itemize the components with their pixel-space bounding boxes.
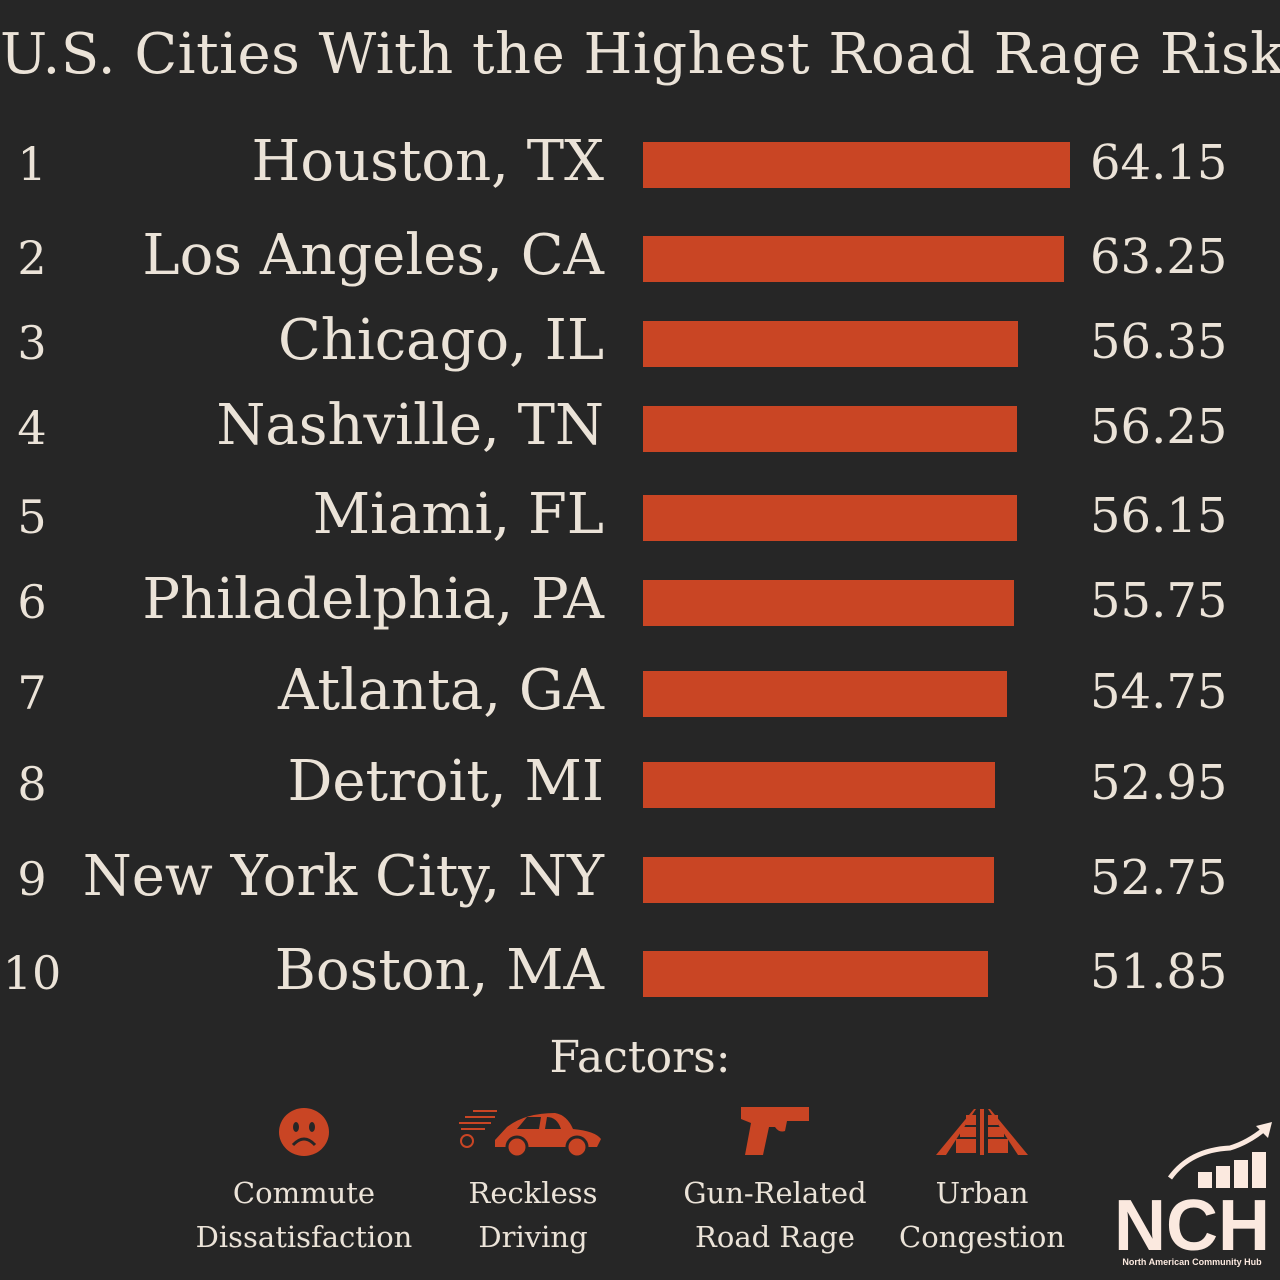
rank-label: 7 <box>17 666 47 720</box>
bar <box>643 142 1070 188</box>
factor-gun: Gun-Related Road Rage <box>660 1105 890 1259</box>
rank-label: 9 <box>17 852 47 906</box>
bar <box>643 857 995 903</box>
rank-label: 4 <box>17 401 47 455</box>
handgun-icon <box>741 1107 809 1155</box>
factor-congestion: Urban Congestion <box>867 1105 1097 1259</box>
bar <box>643 321 1019 367</box>
factor-label: Commute <box>232 1176 376 1210</box>
sad-face-icon <box>279 1108 329 1156</box>
bar <box>643 580 1015 626</box>
factor-commute: Commute Dissatisfaction <box>189 1105 419 1259</box>
rank-label: 8 <box>17 757 47 811</box>
logo-graphic: NCH North American Community Hub <box>1114 1122 1272 1267</box>
value-label: 52.75 <box>1090 850 1228 906</box>
rank-label: 5 <box>17 490 47 544</box>
rank-label: 3 <box>17 316 47 370</box>
value-label: 52.95 <box>1090 755 1228 811</box>
nch-logo: NCH North American Community Hub <box>1110 1120 1275 1270</box>
factor-label: Road Rage <box>695 1220 855 1254</box>
rank-label: 10 <box>2 946 62 1000</box>
value-label: 55.75 <box>1090 573 1228 629</box>
category-label: Miami, FL <box>312 482 604 547</box>
bar <box>643 671 1008 717</box>
value-label: 56.15 <box>1090 488 1228 544</box>
factor-label: Driving <box>478 1220 588 1254</box>
category-label: Los Angeles, CA <box>142 223 604 288</box>
traffic-jam-icon <box>936 1109 1028 1155</box>
rank-label: 6 <box>17 575 47 629</box>
category-label: New York City, NY <box>82 844 604 909</box>
factor-label: Congestion <box>899 1220 1065 1254</box>
logo-text: NCH <box>1114 1186 1270 1266</box>
factor-label: Urban <box>935 1176 1029 1210</box>
factor-reckless: Reckless Driving <box>418 1105 648 1259</box>
category-label: Detroit, MI <box>287 749 604 814</box>
rank-label: 1 <box>17 137 47 191</box>
bar <box>643 406 1018 452</box>
factor-label: Gun-Related <box>683 1176 867 1210</box>
speeding-car-icon <box>459 1110 601 1157</box>
value-label: 54.75 <box>1090 664 1228 720</box>
category-label: Chicago, IL <box>277 308 604 373</box>
bar <box>643 236 1064 282</box>
bar <box>643 951 989 997</box>
category-label: Nashville, TN <box>216 393 604 458</box>
category-label: Boston, MA <box>274 938 604 1003</box>
factors-heading: Factors: <box>549 1032 731 1083</box>
value-label: 56.35 <box>1090 314 1228 370</box>
category-label: Philadelphia, PA <box>142 567 604 632</box>
factor-label: Reckless <box>468 1176 598 1210</box>
value-label: 64.15 <box>1090 135 1228 191</box>
bar <box>643 762 996 808</box>
category-label: Houston, TX <box>251 129 604 194</box>
value-label: 56.25 <box>1090 399 1228 455</box>
rank-label: 2 <box>17 231 47 285</box>
logo-subtitle: North American Community Hub <box>1122 1257 1262 1267</box>
value-label: 51.85 <box>1090 944 1228 1000</box>
chart-title: U.S. Cities With the Highest Road Rage R… <box>0 22 1280 87</box>
value-label: 63.25 <box>1090 229 1228 285</box>
factor-label: Dissatisfaction <box>195 1220 413 1254</box>
category-label: Atlanta, GA <box>278 658 604 723</box>
bar <box>643 495 1017 541</box>
